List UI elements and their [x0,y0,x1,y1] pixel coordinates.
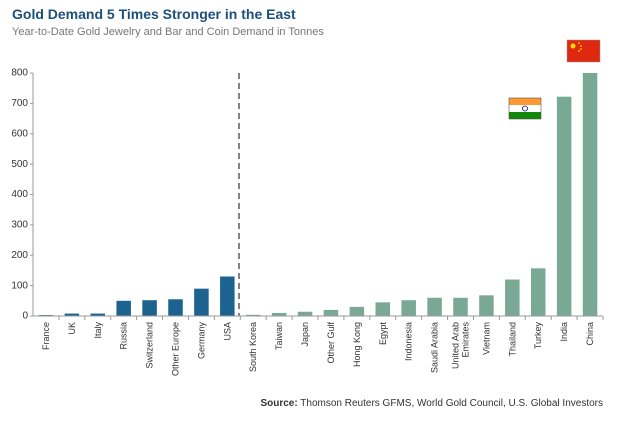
x-tick-label: India [559,322,570,342]
x-tick-label: Other Europe [170,322,181,377]
bar [349,306,365,316]
x-tick-label: USA [222,322,233,341]
bar [505,279,520,316]
chart-title: Gold Demand 5 Times Stronger in the East [12,6,296,22]
y-tick-label: 800 [11,68,28,79]
x-tick-label: Other Gulf [325,322,336,364]
x-tick-label: Egypt [377,322,388,346]
x-tick-label: Indonesia [403,322,414,362]
bar [323,309,339,316]
x-tick-label: South Korea [248,322,259,373]
bar [142,300,157,316]
x-tick-label: France [40,322,51,351]
india-flag [508,97,542,120]
x-tick-label: Japan [300,322,311,347]
bar [64,313,80,316]
x-tick-label: Hong Kong [351,322,362,368]
bar [116,300,131,316]
source-label: Source: [260,398,298,409]
bar [90,313,106,316]
x-tick-label: Germany [196,322,207,360]
bar [556,96,572,316]
x-tick-label: United Arab Emirates [450,322,471,370]
x-tick-label: Turkey [533,322,544,350]
x-tick-label: China [585,322,596,346]
bar [479,295,494,316]
x-tick-label: Saudi Arabia [429,322,440,374]
bar [401,300,416,316]
y-tick-label: 600 [11,128,28,139]
y-tick-label: 0 [22,311,28,322]
y-tick-label: 300 [11,220,28,231]
chart-subtitle: Year-to-Date Gold Jewelry and Bar and Co… [12,26,324,38]
bar [375,302,391,316]
y-tick-label: 400 [11,189,28,200]
source: Source: Thomson Reuters GFMS, World Gold… [260,398,603,409]
bar [530,268,546,316]
x-tick-label: Vietnam [481,322,492,355]
y-tick-label: 200 [11,250,28,261]
x-tick-label: Switzerland [144,322,155,369]
source-text: Thomson Reuters GFMS, World Gold Council… [300,398,603,409]
y-tick-label: 500 [11,159,28,170]
x-tick-label: Russia [118,322,129,350]
x-tick-label: Italy [92,322,103,339]
y-tick-label: 100 [11,280,28,291]
bar [427,297,442,316]
bar [168,299,183,316]
bar [582,73,598,316]
bar [220,276,235,316]
x-tick-label: Thailand [507,322,518,357]
china-flag [566,39,601,63]
bar [453,297,468,316]
bar [194,288,209,316]
x-tick-label: UK [66,322,77,335]
bar [271,312,287,316]
x-tick-label: Taiwan [274,322,285,351]
y-tick-label: 700 [11,98,28,109]
bar [245,314,261,316]
bar [297,311,313,316]
